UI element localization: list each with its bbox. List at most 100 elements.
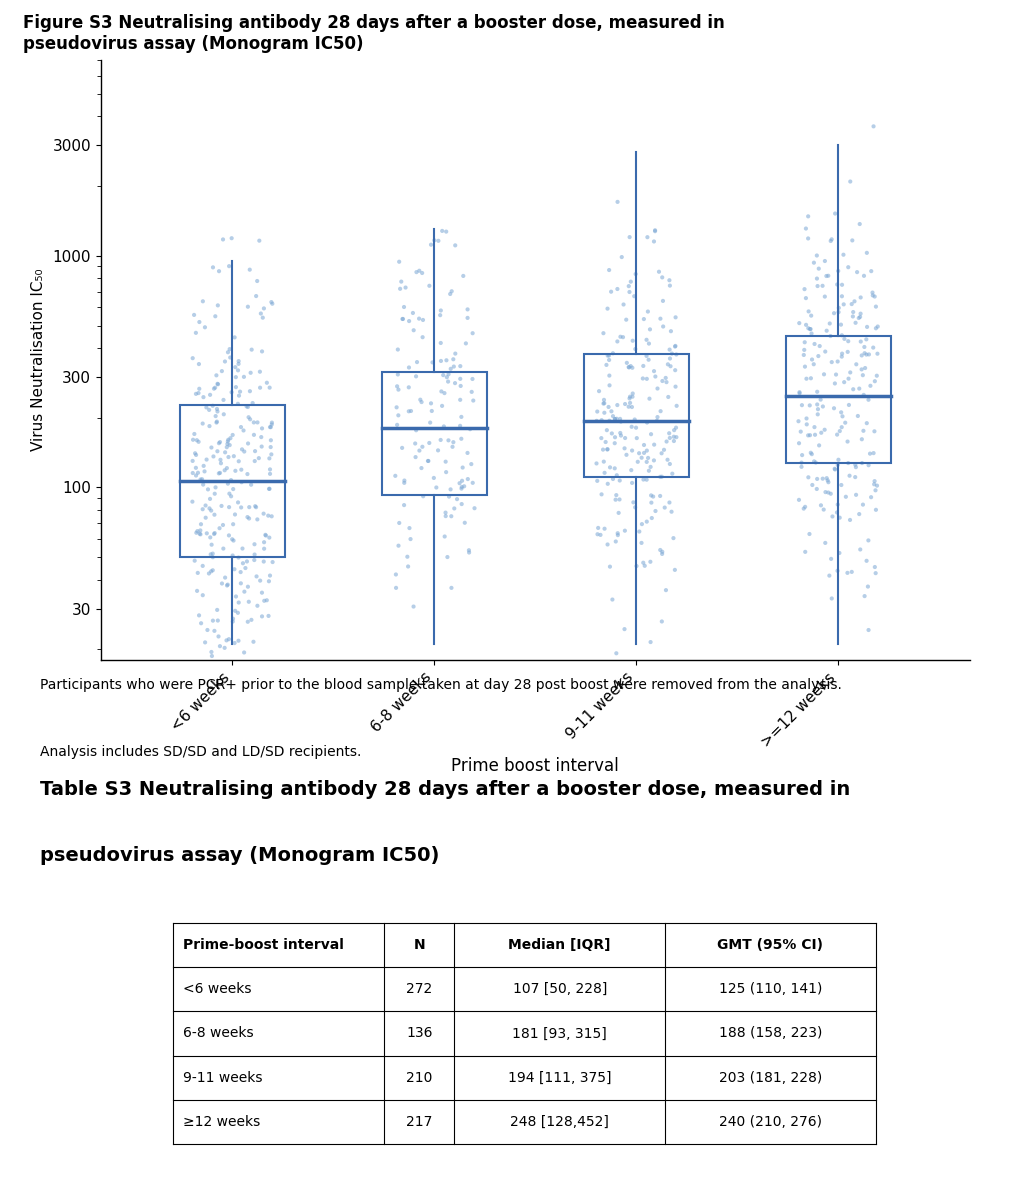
Point	[594, 410, 610, 430]
Point	[191, 354, 207, 373]
Point	[801, 524, 817, 544]
Point	[634, 515, 650, 534]
Point	[813, 424, 829, 443]
Point	[225, 610, 241, 629]
Point	[802, 396, 818, 415]
Point	[666, 528, 682, 547]
Point	[609, 192, 625, 211]
Point	[254, 419, 270, 438]
Point	[642, 632, 659, 652]
Point	[809, 269, 825, 288]
Point	[414, 263, 430, 282]
Point	[233, 473, 249, 492]
Point	[596, 390, 612, 409]
Point	[612, 424, 628, 443]
Point	[445, 432, 462, 451]
Point	[624, 473, 640, 492]
Point	[420, 451, 436, 470]
Point	[230, 548, 246, 568]
Point	[201, 564, 217, 583]
Point	[817, 252, 833, 271]
Point	[800, 206, 816, 226]
Point	[810, 400, 826, 419]
Point	[401, 312, 417, 331]
Point	[803, 443, 819, 462]
Point	[668, 336, 684, 355]
Point	[440, 365, 457, 384]
Point	[189, 522, 205, 541]
Point	[187, 551, 203, 570]
Point	[596, 403, 612, 422]
Point	[829, 275, 845, 294]
Point	[791, 412, 807, 431]
Point	[423, 235, 439, 254]
Point	[599, 440, 615, 460]
Point	[208, 407, 224, 426]
Point	[857, 359, 874, 378]
Point	[389, 397, 405, 416]
Point	[643, 425, 660, 444]
Point	[624, 440, 640, 460]
Point	[798, 288, 814, 307]
Point	[440, 431, 457, 450]
Point	[247, 442, 264, 461]
Point	[453, 478, 470, 497]
Point	[866, 444, 882, 463]
Bar	[584, 354, 689, 476]
Point	[436, 384, 452, 403]
Point	[400, 557, 416, 576]
Point	[409, 353, 425, 372]
Point	[200, 480, 216, 499]
Point	[801, 302, 817, 322]
Point	[631, 522, 647, 541]
Point	[195, 475, 211, 494]
Point	[661, 388, 677, 407]
Point	[829, 456, 845, 475]
Text: Participants who were PCR+ prior to the blood sample taken at day 28 post boost : Participants who were PCR+ prior to the …	[40, 678, 842, 692]
Point	[847, 468, 864, 487]
Point	[219, 575, 235, 594]
Point	[597, 520, 613, 539]
Point	[217, 443, 233, 462]
Point	[601, 376, 617, 395]
Point	[188, 384, 204, 403]
Point	[868, 319, 884, 338]
Point	[185, 348, 201, 367]
Point	[207, 378, 223, 397]
Point	[818, 322, 834, 341]
Point	[443, 282, 460, 301]
Point	[438, 222, 454, 241]
Point	[195, 586, 211, 605]
Point	[604, 590, 620, 610]
Point	[443, 578, 460, 598]
Point	[797, 542, 813, 562]
Point	[653, 612, 670, 631]
Point	[664, 502, 680, 521]
Point	[815, 469, 831, 488]
Point	[219, 438, 235, 457]
Point	[853, 346, 870, 365]
Point	[186, 425, 202, 444]
Point	[199, 523, 215, 542]
Point	[413, 392, 429, 412]
Point	[646, 361, 663, 380]
Point	[829, 562, 845, 581]
Point	[227, 505, 243, 524]
Point	[605, 343, 621, 362]
Point	[607, 458, 623, 478]
Point	[220, 474, 236, 493]
Point	[261, 571, 277, 590]
Point	[662, 340, 678, 359]
Point	[235, 553, 251, 572]
Point	[203, 545, 219, 564]
Point	[432, 301, 448, 320]
Point	[851, 379, 868, 398]
Point	[818, 266, 834, 286]
Point	[446, 499, 463, 518]
Point	[466, 391, 482, 410]
Point	[259, 373, 275, 392]
Point	[184, 492, 200, 511]
Point	[437, 452, 453, 472]
Point	[841, 395, 857, 414]
Point	[197, 632, 213, 652]
